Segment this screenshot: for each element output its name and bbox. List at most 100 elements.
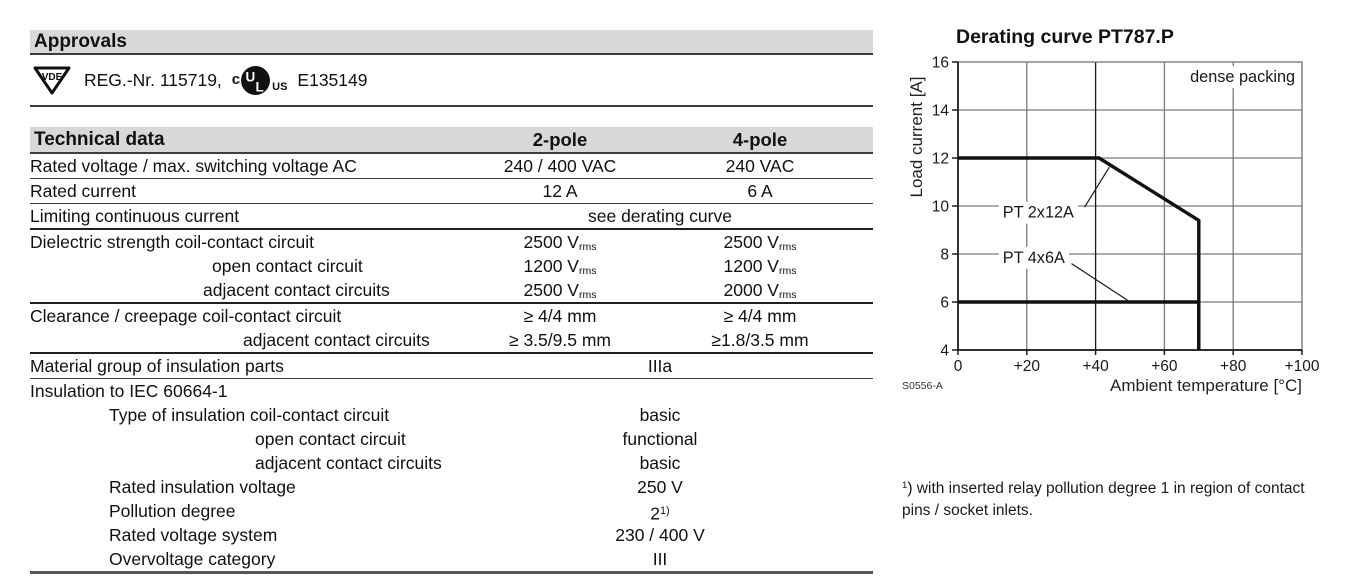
- x-tick-label: 0: [954, 358, 963, 375]
- table-row: Rated current 12 A 6 A: [30, 179, 873, 204]
- y-tick-label: 4: [940, 343, 949, 360]
- value-4-pole: 6 A: [747, 181, 773, 201]
- label-mask: [998, 246, 1070, 269]
- value-4-pole: 2000 Vrms: [723, 280, 797, 302]
- value-4-pole: 2500 Vrms: [723, 232, 797, 254]
- row-label: Type of insulation coil-contact circuit: [109, 405, 390, 425]
- cul-us-mark: c U L US: [231, 65, 288, 96]
- row-label: adjacent contact circuits: [243, 330, 430, 350]
- value-2-pole: 240 / 400 VAC: [503, 156, 617, 176]
- technical-data-header: Technical data 2-pole 4-pole: [30, 127, 873, 154]
- derating-chart-panel: Derating curve PT787.P 4 6 8 10 12 14 16 0 +20 +4…: [900, 25, 1364, 578]
- x-tick-label: +20: [1014, 358, 1041, 375]
- chart-title: Derating curve PT787.P: [956, 26, 1174, 48]
- row-label: Limiting continuous current: [30, 206, 240, 226]
- table-row: Clearance / creepage coil-contact circui…: [30, 304, 873, 328]
- vde-logo-label: VDE: [42, 72, 63, 83]
- table-row: adjacent contact circuits basic: [30, 451, 873, 475]
- series-label: PT 2x12A: [1003, 204, 1074, 222]
- value-merged: basic: [639, 405, 681, 425]
- row-label: adjacent contact circuits: [203, 280, 390, 300]
- ul-letter-l: L: [256, 79, 264, 94]
- chart-watermark: S0556-A: [902, 380, 943, 392]
- column-header-4-pole: 4-pole: [732, 129, 788, 150]
- x-tick-label: +60: [1151, 358, 1178, 375]
- value-merged: III: [652, 549, 668, 569]
- value-4-pole: 240 VAC: [725, 156, 795, 176]
- row-label: Material group of insulation parts: [30, 356, 284, 376]
- datasheet-left-column: Approvals VDE REG.-Nr. 115719, c U L US …: [30, 30, 873, 574]
- table-row: open contact circuit functional: [30, 427, 873, 451]
- ul-letter-u: U: [246, 69, 256, 84]
- curve-pt-2x12a: [958, 156, 1201, 350]
- cul-prefix: c: [231, 70, 241, 88]
- y-tick-label: 6: [940, 295, 949, 312]
- table-row: Material group of insulation parts IIIa: [30, 354, 873, 379]
- value-merged: functional: [622, 429, 698, 449]
- leader-line: [1071, 263, 1129, 302]
- y-tick-label: 12: [932, 151, 949, 168]
- value-4-pole: ≥ 4/4 mm: [723, 306, 797, 326]
- table-row: adjacent contact circuits ≥ 3.5/9.5 mm ≥1.…: [30, 328, 873, 354]
- y-tick-label: 16: [932, 55, 949, 72]
- row-label: Rated current: [30, 181, 137, 201]
- cul-suffix: US: [272, 81, 288, 93]
- approvals-title: Approvals: [34, 31, 127, 52]
- vde-logo-icon: VDE: [33, 66, 71, 95]
- table-row: Limiting continuous current see derating …: [30, 204, 873, 230]
- approvals-ul-file-number: E135149: [297, 69, 368, 90]
- approvals-reg-number: REG.-Nr. 115719,: [84, 69, 222, 90]
- approvals-row: VDE REG.-Nr. 115719, c U L US E135149: [30, 55, 873, 107]
- table-row: Insulation to IEC 60664-1: [30, 379, 873, 403]
- table-row: Rated voltage system 230 / 400 V: [30, 523, 873, 547]
- table-row: adjacent contact circuits 2500 Vrms 2000 V…: [30, 278, 873, 304]
- label-mask: [1186, 66, 1300, 89]
- chart-y-axis-label: Load current [A]: [907, 76, 926, 198]
- derating-chart: 4 6 8 10 12 14 16 0 +20 +40 +60 +80 +100 PT 2x12A PT 4…: [932, 55, 1320, 376]
- y-tick-label: 10: [932, 199, 950, 216]
- value-2-pole: 12 A: [542, 181, 578, 201]
- value-merged: IIIa: [647, 356, 673, 376]
- technical-data-title: Technical data: [34, 129, 165, 150]
- approvals-section-header: Approvals: [30, 30, 873, 55]
- row-label: adjacent contact circuits: [255, 453, 442, 473]
- value-2-pole: 2500 Vrms: [523, 232, 597, 254]
- row-label: open contact circuit: [212, 256, 363, 276]
- value-2-pole: 2500 Vrms: [523, 280, 597, 302]
- value-merged: basic: [639, 453, 681, 473]
- table-row: Rated voltage / max. switching voltage A…: [30, 154, 873, 179]
- table-row: Dielectric strength coil-contact circuit…: [30, 230, 873, 254]
- x-tick-label: +40: [1082, 358, 1109, 375]
- row-label: Pollution degree: [109, 501, 236, 521]
- value-4-pole: ≥1.8/3.5 mm: [711, 330, 809, 350]
- table-row: open contact circuit 1200 Vrms 1200 Vrms: [30, 254, 873, 278]
- table-row: Overvoltage category III: [30, 547, 873, 574]
- y-tick-label: 8: [940, 247, 949, 264]
- value-merged: see derating curve: [588, 206, 732, 226]
- ul-monogram-icon: U L: [241, 65, 271, 95]
- value-merged: 21): [650, 503, 670, 524]
- curve-pt-4x6a: [958, 300, 1201, 350]
- leader-line: [1084, 166, 1110, 208]
- value-4-pole: 1200 Vrms: [723, 256, 797, 278]
- row-label: Overvoltage category: [109, 549, 276, 569]
- row-label: Rated voltage / max. switching voltage A…: [30, 156, 357, 176]
- table-row: Rated insulation voltage 250 V: [30, 475, 873, 499]
- y-tick-label: 14: [932, 103, 950, 120]
- section-gap: [30, 107, 873, 127]
- row-label: Rated insulation voltage: [109, 477, 296, 497]
- series-label: dense packing: [1190, 68, 1295, 86]
- table-row: Pollution degree 21): [30, 499, 873, 523]
- chart-x-axis-label: Ambient temperature [°C]: [1110, 376, 1302, 395]
- x-tick-label: +100: [1285, 358, 1320, 375]
- row-label: open contact circuit: [255, 429, 406, 449]
- row-label: Dielectric strength coil-contact circuit: [30, 232, 314, 252]
- table-row: Type of insulation coil-contact circuit b…: [30, 403, 873, 427]
- row-label: Clearance / creepage coil-contact circui…: [30, 306, 342, 326]
- value-2-pole: ≥ 4/4 mm: [523, 306, 597, 326]
- value-merged: 250 V: [637, 477, 683, 497]
- column-header-2-pole: 2-pole: [532, 129, 588, 150]
- value-merged: 230 / 400 V: [615, 525, 705, 545]
- row-label: Insulation to IEC 60664-1: [30, 381, 228, 401]
- technical-data-table: Rated voltage / max. switching voltage A…: [30, 154, 873, 574]
